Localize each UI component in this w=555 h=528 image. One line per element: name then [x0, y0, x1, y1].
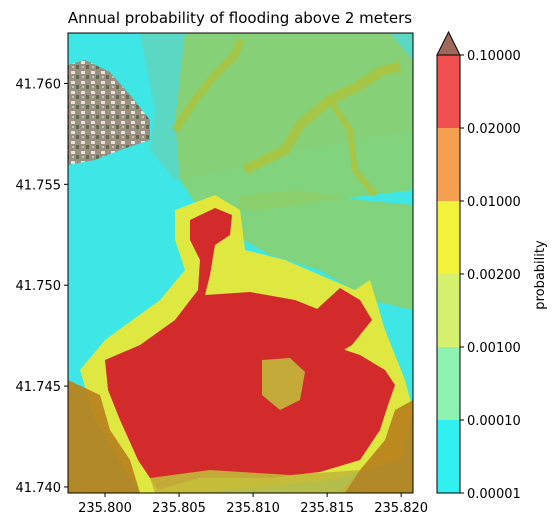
colorbar-tick-label: 0.00200	[467, 268, 521, 283]
colorbar: 0.00001 0.00010 0.00100 0.00200 0.01000 0.020…	[436, 30, 521, 502]
y-tick-label: 41.760	[16, 77, 62, 92]
zone-khaki-patch	[262, 358, 305, 410]
zone-brown-southeast	[340, 400, 413, 493]
colorbar-band	[437, 420, 460, 493]
zone-brown-southwest	[68, 380, 140, 493]
zone-khaki-south	[150, 470, 360, 493]
map-title: Annual probability of flooding above 2 m…	[68, 9, 412, 27]
colorbar-tick-label: 0.00010	[467, 414, 521, 429]
colorbar-extend-arrow	[436, 30, 461, 56]
colorbar-tick-label: 0.02000	[467, 122, 521, 137]
flood-probability-layer	[68, 33, 413, 493]
x-tick-label: 235.810	[226, 501, 280, 516]
stream-upper-reach	[171, 38, 244, 133]
colorbar-tick-label: 0.00001	[467, 487, 521, 502]
colorbar-band	[437, 274, 460, 347]
stream-channel-branch	[327, 98, 378, 197]
map-plot-area	[68, 33, 413, 493]
colorbar-tick-label: 0.10000	[467, 49, 521, 64]
zone-high-probability-lot	[305, 288, 372, 355]
x-axis: 235.800 235.805 235.810 235.815 235.820	[78, 493, 428, 516]
y-tick-label: 41.745	[16, 380, 62, 395]
colorbar-band	[437, 201, 460, 274]
y-tick-label: 41.755	[16, 178, 62, 193]
colorbar-band	[437, 128, 460, 201]
x-tick-label: 235.815	[300, 501, 354, 516]
x-tick-label: 235.800	[78, 501, 132, 516]
urban-aerial-patch	[68, 60, 150, 165]
zone-green-right	[235, 190, 413, 310]
y-tick-label: 41.750	[16, 279, 62, 294]
zone-green-upper	[175, 33, 413, 210]
colorbar-label: probability	[533, 240, 548, 310]
y-axis: 41.740 41.745 41.750 41.755 41.760	[16, 77, 68, 496]
y-tick-label: 41.740	[16, 481, 62, 496]
colorbar-tick-label: 0.00100	[467, 341, 521, 356]
zone-high-probability-basin	[105, 208, 395, 490]
colorbar-band	[437, 55, 460, 128]
colorbar-tick-label: 0.01000	[467, 195, 521, 210]
x-tick-label: 235.805	[152, 501, 206, 516]
x-tick-label: 235.820	[374, 501, 428, 516]
map-frame	[67, 32, 414, 494]
colorbar-band	[437, 347, 460, 420]
